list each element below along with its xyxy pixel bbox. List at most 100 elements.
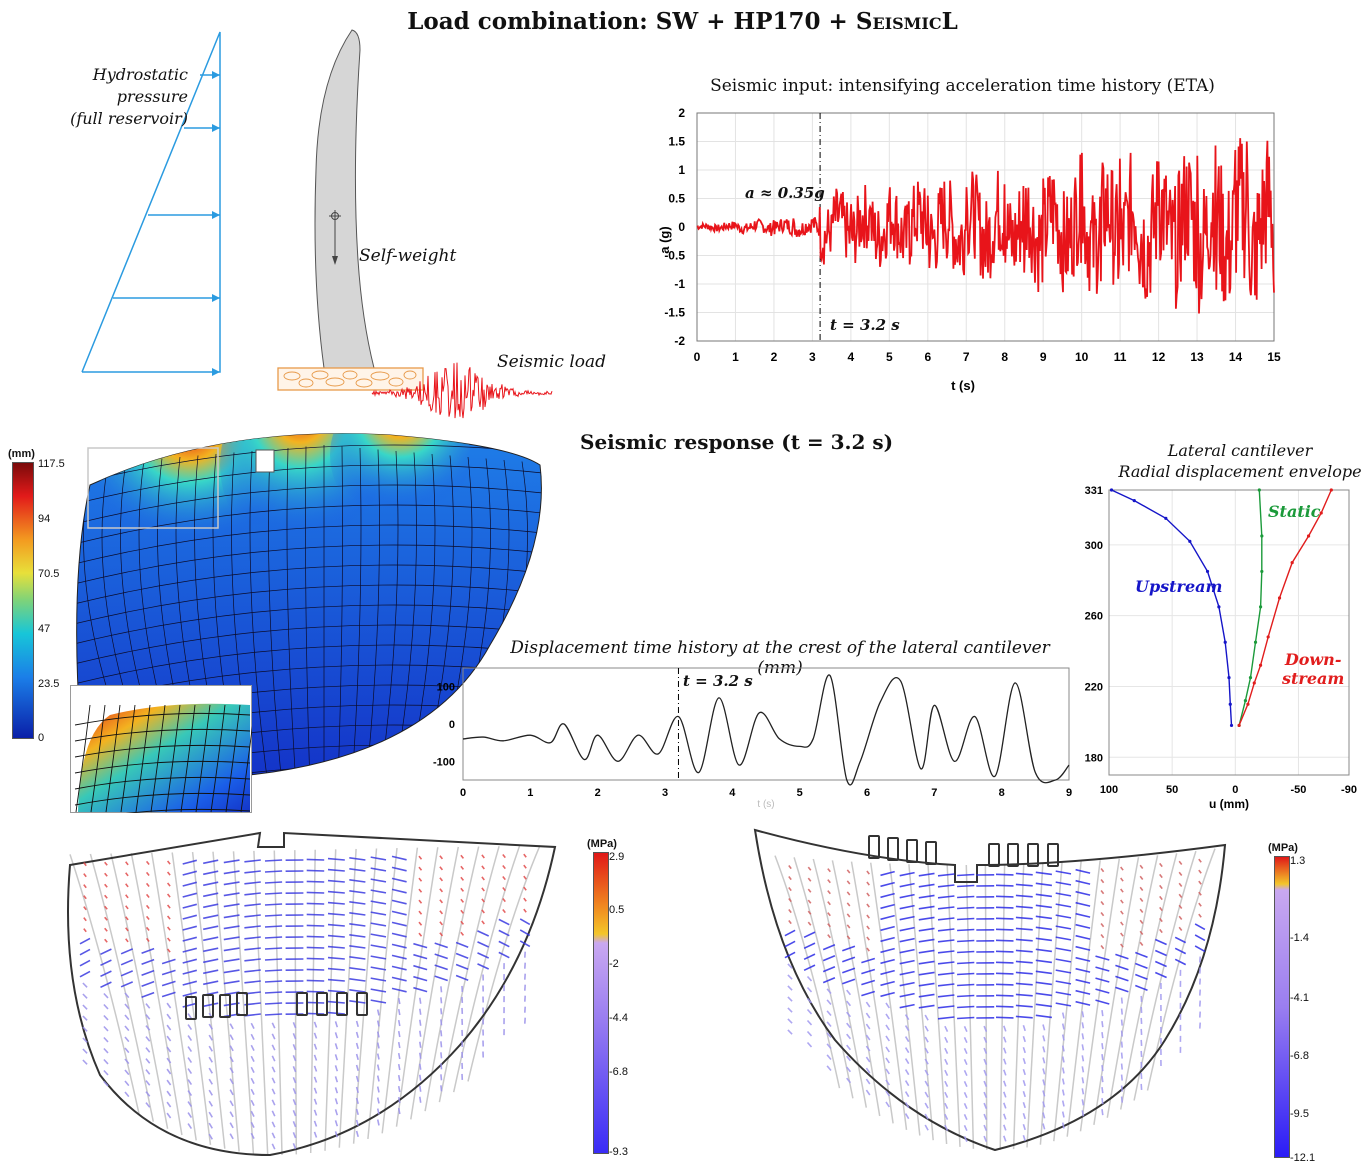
envelope-frame [1108,489,1350,776]
disp-series-line [462,674,1070,786]
stress-left-tick-4: -6.8 [609,1066,628,1078]
stress-right-unit: (MPa) [1268,842,1298,854]
seismic-load-label: Seismic load [497,352,607,372]
env-ytick-label: 331 [1085,485,1103,497]
zoom-box [87,447,219,529]
accel-xtick-label: 6 [924,350,931,364]
env-series-upstream [1111,489,1233,726]
envelope-xticks: 100 50 0 -50 -90 [1100,784,1357,796]
env-point-static [1260,534,1264,538]
main-title-suffix: L [941,8,958,35]
env-point-downstream [1329,488,1333,492]
crest-notch [255,449,275,473]
stress-left-vectors [79,853,531,1150]
stress-left-tick-0: 2.9 [609,851,625,863]
hydro-label-line2: (full reservoir) [70,109,188,128]
stress-left-tick-1: 0.5 [609,904,625,916]
accel-xtick-label: 11 [1114,350,1127,364]
stress-right-tick-1: -1.4 [1290,932,1309,944]
stress-plot-left [67,831,557,1157]
env-point-downstream [1277,596,1282,600]
accel-ytick-label: 1.5 [668,135,685,149]
accel-xtick-label: 5 [886,350,893,364]
env-ytick-label: 180 [1085,752,1103,764]
self-weight-arrow-icon [332,256,338,265]
disp-xticks: 0 1 2 3 4 5 6 7 8 9 [460,787,1072,799]
env-point-downstream [1258,663,1263,667]
env-point-downstream [1319,511,1323,515]
main-title-seismic: Seismic [855,8,942,35]
label-upstream: Upstream [1135,577,1223,596]
stress-right-tick-4: -9.5 [1290,1108,1309,1120]
stress-plot-right [753,828,1227,1152]
disp-xlabel: t (s) [757,799,774,810]
stress-right-tick-3: -6.8 [1290,1050,1309,1062]
accel-ytick-label: 1 [678,163,685,177]
disp-xtick-label: 6 [864,787,870,799]
env-point-static [1253,640,1258,644]
accel-xtick-label: 3 [809,350,816,364]
env-xtick-label: 100 [1100,784,1118,796]
stress-left-colorbar: (MPa) 2.9 0.5 -2 -4.4 -6.8 -9.3 [587,838,637,1158]
env-point-upstream [1164,516,1168,520]
disp-tick-4: 23.5 [38,678,60,690]
accel-ytick-label: -2 [674,334,685,348]
stress-left-tick-3: -4.4 [609,1012,628,1024]
disp-tick-5: 0 [38,732,45,744]
env-point-upstream [1217,605,1221,609]
main-title-prefix: Load combination: SW + HP170 + [407,8,856,35]
accel-ytick-label: -1.5 [664,306,685,320]
env-point-upstream [1132,499,1136,503]
disp-xtick-label: 9 [1066,787,1072,799]
disp-xtick-label: 2 [595,787,601,799]
accel-xtick-label: 2 [771,350,778,364]
accel-xtick-label: 13 [1190,350,1204,364]
disp-ytick-label: -100 [433,756,455,768]
disp-xtick-label: 1 [527,787,533,799]
disp-tick-1: 94 [38,513,51,525]
accel-xtick-label: 8 [1001,350,1008,364]
zoom-inset [70,685,252,813]
envelope-chart: 331 300 260 220 180 100 50 0 -50 -90 u (mm) [1085,485,1357,811]
envelope-title-line1: Lateral cantilever [1167,441,1313,460]
accel-ytick-label: -0.5 [664,249,685,263]
dam-section [314,29,375,369]
env-xtick-label: 50 [1166,784,1178,796]
envelope-grid [1108,489,1350,775]
env-point-static [1260,569,1264,574]
stress-right-openings [868,835,1059,867]
accel-ytick-label: 2 [678,106,685,120]
hydro-label: Hydrostatic pressure (full reservoir) [18,64,188,130]
stress-left-tick-2: -2 [609,958,619,970]
response-title: Seismic response (t = 3.2 s) [580,430,894,454]
accel-ytick-label: 0 [678,220,685,234]
accel-series-line [696,138,1275,314]
stress-left-gradient [593,852,609,1154]
env-point-downstream [1290,560,1294,565]
env-xtick-label: -90 [1341,784,1357,796]
accel-ytick-label: -1 [674,277,685,291]
env-point-downstream [1246,702,1250,706]
envelope-title: Lateral cantilever Radial displacement e… [1115,440,1365,482]
disp-ytick-label: 100 [437,682,455,694]
disp-tick-0: 117.5 [38,458,65,470]
accel-xtick-label: 12 [1152,350,1166,364]
env-point-downstream [1306,534,1311,538]
env-point-upstream [1188,539,1192,543]
accel-xticks: 0 1 2 3 4 5 6 7 8 9 10 11 12 13 14 15 [694,350,1281,364]
stress-right-gradient [1274,856,1290,1158]
disp-frame [462,667,1070,781]
stress-left-tick-5: -9.3 [609,1146,628,1158]
hydro-label-line1: Hydrostatic pressure [92,65,188,106]
disp-tick-2: 70.5 [38,568,60,580]
stress-right-vectors [784,858,1206,1143]
disp-colorbar-unit: (mm) [8,448,35,460]
label-downstream-1: Down- [1284,650,1342,669]
env-point-static [1257,488,1261,492]
stress-right-colorbar: (MPa) 1.3 -1.4 -4.1 -6.8 -9.5 -12.1 [1268,842,1323,1164]
disp-xtick-label: 8 [999,787,1005,799]
accel-yticks: 2 1.5 1 0.5 0 -0.5 -1 -1.5 -2 [664,106,685,348]
stress-right-tick-5: -12.1 [1290,1152,1316,1164]
env-point-downstream [1237,723,1241,728]
accel-xtick-label: 10 [1075,350,1089,364]
